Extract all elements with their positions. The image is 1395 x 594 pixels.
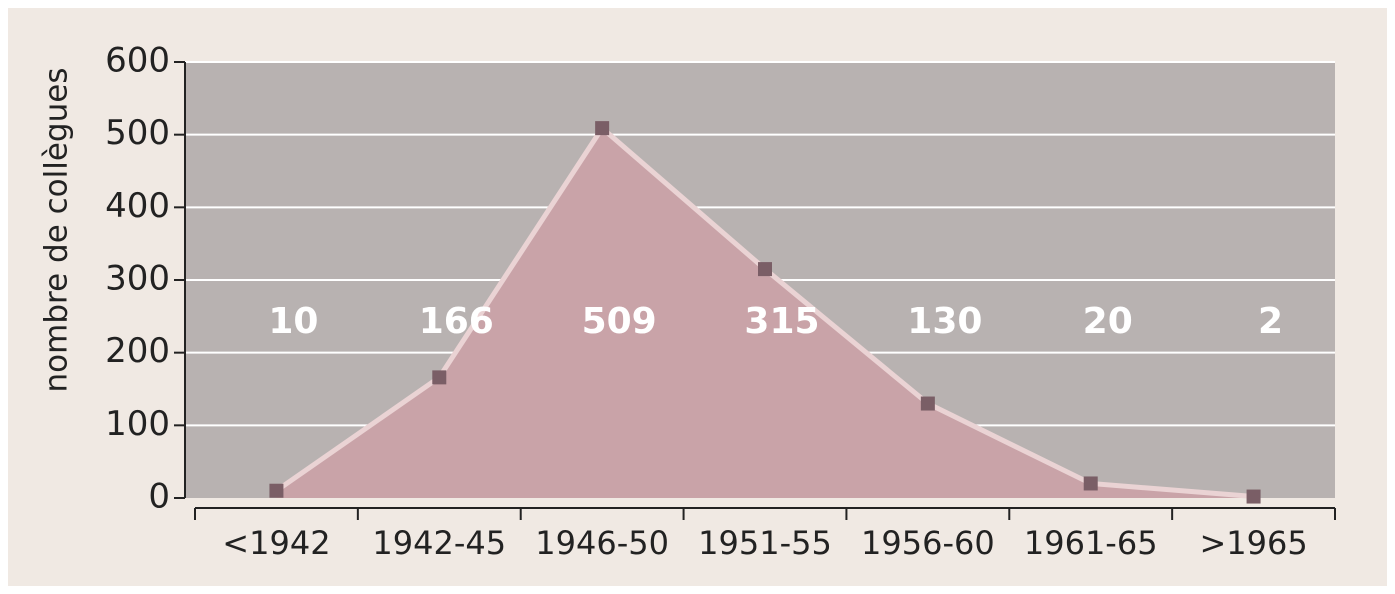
y-tick-label: 500 <box>105 113 170 153</box>
y-tick-label: 0 <box>148 477 170 517</box>
marker <box>758 262 772 277</box>
y-tick-label: 200 <box>105 331 170 371</box>
data-label: 166 <box>419 301 494 342</box>
data-label: 20 <box>1083 301 1133 342</box>
marker <box>432 370 447 385</box>
marker <box>1246 489 1261 504</box>
marker <box>920 396 935 411</box>
y-axis-label: nombre de collègues <box>39 68 75 393</box>
area <box>276 128 1254 499</box>
x-tick-label: 1961-65 <box>1024 524 1158 562</box>
marker <box>269 483 284 498</box>
y-tick-label: 300 <box>105 259 170 299</box>
y-tick-label: 600 <box>105 41 170 81</box>
data-label: 315 <box>744 301 819 342</box>
data-label: 509 <box>582 301 657 342</box>
x-tick-label: 1942-45 <box>372 524 506 562</box>
y-tick-label: 100 <box>105 404 170 444</box>
x-tick-label: <1942 <box>222 524 330 562</box>
y-tick-label: 400 <box>105 186 170 226</box>
marker <box>1083 476 1098 491</box>
x-tick-label: 1951-55 <box>698 524 832 562</box>
data-label: 10 <box>268 301 318 342</box>
x-tick-label: 1956-60 <box>861 524 995 562</box>
x-tick-label: >1965 <box>1199 524 1307 562</box>
data-label: 130 <box>907 301 982 342</box>
data-label: 2 <box>1258 301 1283 342</box>
x-tick-label: 1946-50 <box>535 524 669 562</box>
marker <box>595 121 610 136</box>
